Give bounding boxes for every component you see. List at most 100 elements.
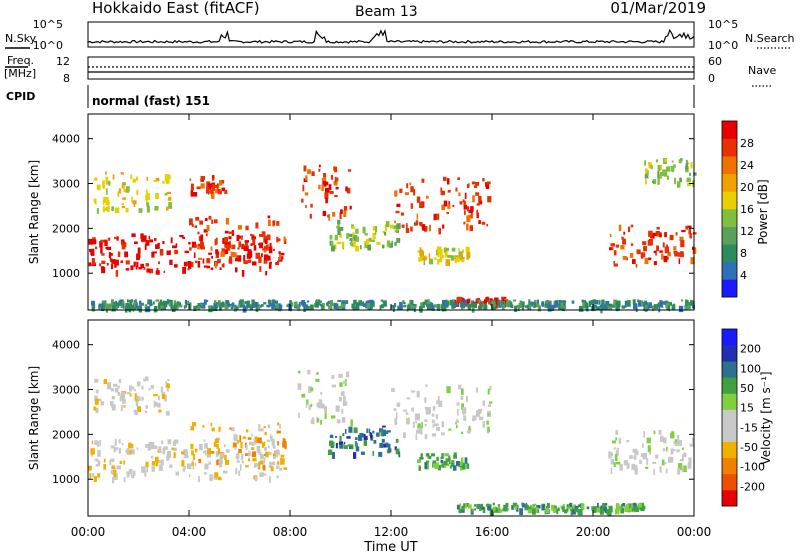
scatter-cell — [459, 201, 463, 205]
scatter-cell — [681, 299, 683, 302]
scatter-cell — [241, 235, 243, 240]
scatter-cell — [111, 395, 115, 400]
scatter-cell — [297, 383, 302, 390]
scatter-cell — [93, 476, 97, 482]
scatter-cell — [166, 387, 169, 392]
scatter-cell — [475, 182, 480, 186]
scatter-cell — [154, 205, 159, 211]
scatter-cell — [280, 457, 283, 461]
scatter-cell — [144, 410, 148, 414]
freq-right-tick-low: 0 — [708, 72, 715, 85]
scatter-cell — [687, 225, 692, 229]
scatter-cell — [129, 449, 132, 455]
scatter-cell — [133, 302, 137, 308]
scatter-cell — [466, 252, 470, 259]
scatter-cell — [676, 449, 680, 453]
scatter-cell — [525, 305, 529, 309]
scatter-cell — [204, 443, 208, 449]
scatter-cell — [165, 381, 168, 385]
scatter-cell — [605, 301, 610, 306]
scatter-cell — [659, 232, 662, 238]
scatter-cell — [106, 303, 111, 310]
scatter-cell — [690, 257, 695, 265]
scatter-cell — [445, 458, 450, 462]
scatter-cell — [348, 426, 353, 433]
scatter-cell — [100, 246, 103, 254]
scatter-cell — [551, 304, 556, 309]
scatter-cell — [218, 462, 223, 468]
scatter-cell — [318, 184, 321, 190]
scatter-cell — [552, 506, 557, 513]
scatter-cell — [644, 302, 649, 306]
scatter-cell — [95, 464, 100, 467]
scatter-cell — [460, 395, 464, 400]
scatter-cell — [419, 202, 424, 208]
scatter-cell — [415, 429, 421, 434]
scatter-cell — [269, 242, 272, 249]
scatter-cell — [178, 304, 183, 308]
scatter-cell — [689, 443, 694, 447]
scatter-cell — [200, 241, 203, 246]
scatter-cell — [123, 185, 126, 193]
scatter-cell — [122, 398, 126, 404]
scatter-cell — [438, 400, 443, 407]
scatter-cell — [110, 400, 114, 406]
scatter-cell — [126, 299, 129, 303]
scatter-cell — [118, 303, 121, 306]
scatter-cell — [393, 408, 397, 412]
scatter-cell — [571, 300, 575, 304]
scatter-cell — [605, 304, 610, 310]
scatter-cell — [677, 463, 683, 471]
scatter-cell — [290, 304, 293, 312]
scatter-cell — [90, 242, 94, 245]
scatter-cell — [475, 387, 478, 393]
scatter-cell — [486, 223, 488, 227]
scatter-cell — [197, 261, 201, 268]
scatter-cell — [183, 261, 188, 267]
scatter-cell — [458, 509, 462, 514]
scatter-cell — [572, 508, 576, 515]
colorbar-band — [722, 377, 737, 394]
scatter-cell — [556, 509, 559, 515]
scatter-cell — [679, 251, 684, 258]
scatter-cell — [662, 169, 667, 177]
scatter-cell — [413, 222, 418, 226]
scatter-cell — [409, 302, 413, 310]
n-search-label: N.Search — [745, 32, 795, 45]
scatter-cell — [453, 454, 457, 459]
scatter-cell — [333, 304, 337, 309]
scatter-cell — [174, 447, 177, 451]
scatter-cell — [134, 412, 139, 415]
scatter-cell — [626, 440, 630, 443]
scatter-cell — [627, 503, 632, 510]
scatter-cell — [330, 175, 334, 180]
scatter-cell — [264, 431, 267, 436]
scatter-cell — [133, 409, 138, 413]
scatter-cell — [329, 191, 334, 194]
colorbar-band — [722, 209, 737, 227]
scatter-cell — [191, 461, 194, 466]
scatter-cell — [466, 184, 469, 189]
scatter-cell — [658, 305, 661, 313]
scatter-cell — [375, 226, 378, 233]
scatter-cell — [608, 505, 613, 513]
scatter-cell — [210, 306, 214, 311]
scatter-cell — [681, 239, 685, 243]
scatter-cell — [259, 266, 262, 272]
scatter-cell — [511, 505, 514, 510]
scatter-cell — [318, 401, 323, 409]
scatter-cell — [162, 447, 166, 455]
scatter-cell — [248, 451, 251, 457]
scatter-cell — [692, 303, 695, 308]
scatter-cell — [657, 164, 661, 172]
noise-right-tick-low: 10^0 — [708, 39, 738, 52]
scatter-cell — [512, 299, 517, 302]
scatter-cell — [403, 432, 406, 438]
scatter-cell — [446, 386, 451, 394]
scatter-cell — [447, 204, 451, 209]
scatter-cell — [372, 430, 375, 434]
n-sky-label: N.Sky — [5, 32, 37, 45]
scatter-cell — [674, 251, 679, 257]
scatter-cell — [394, 303, 397, 308]
